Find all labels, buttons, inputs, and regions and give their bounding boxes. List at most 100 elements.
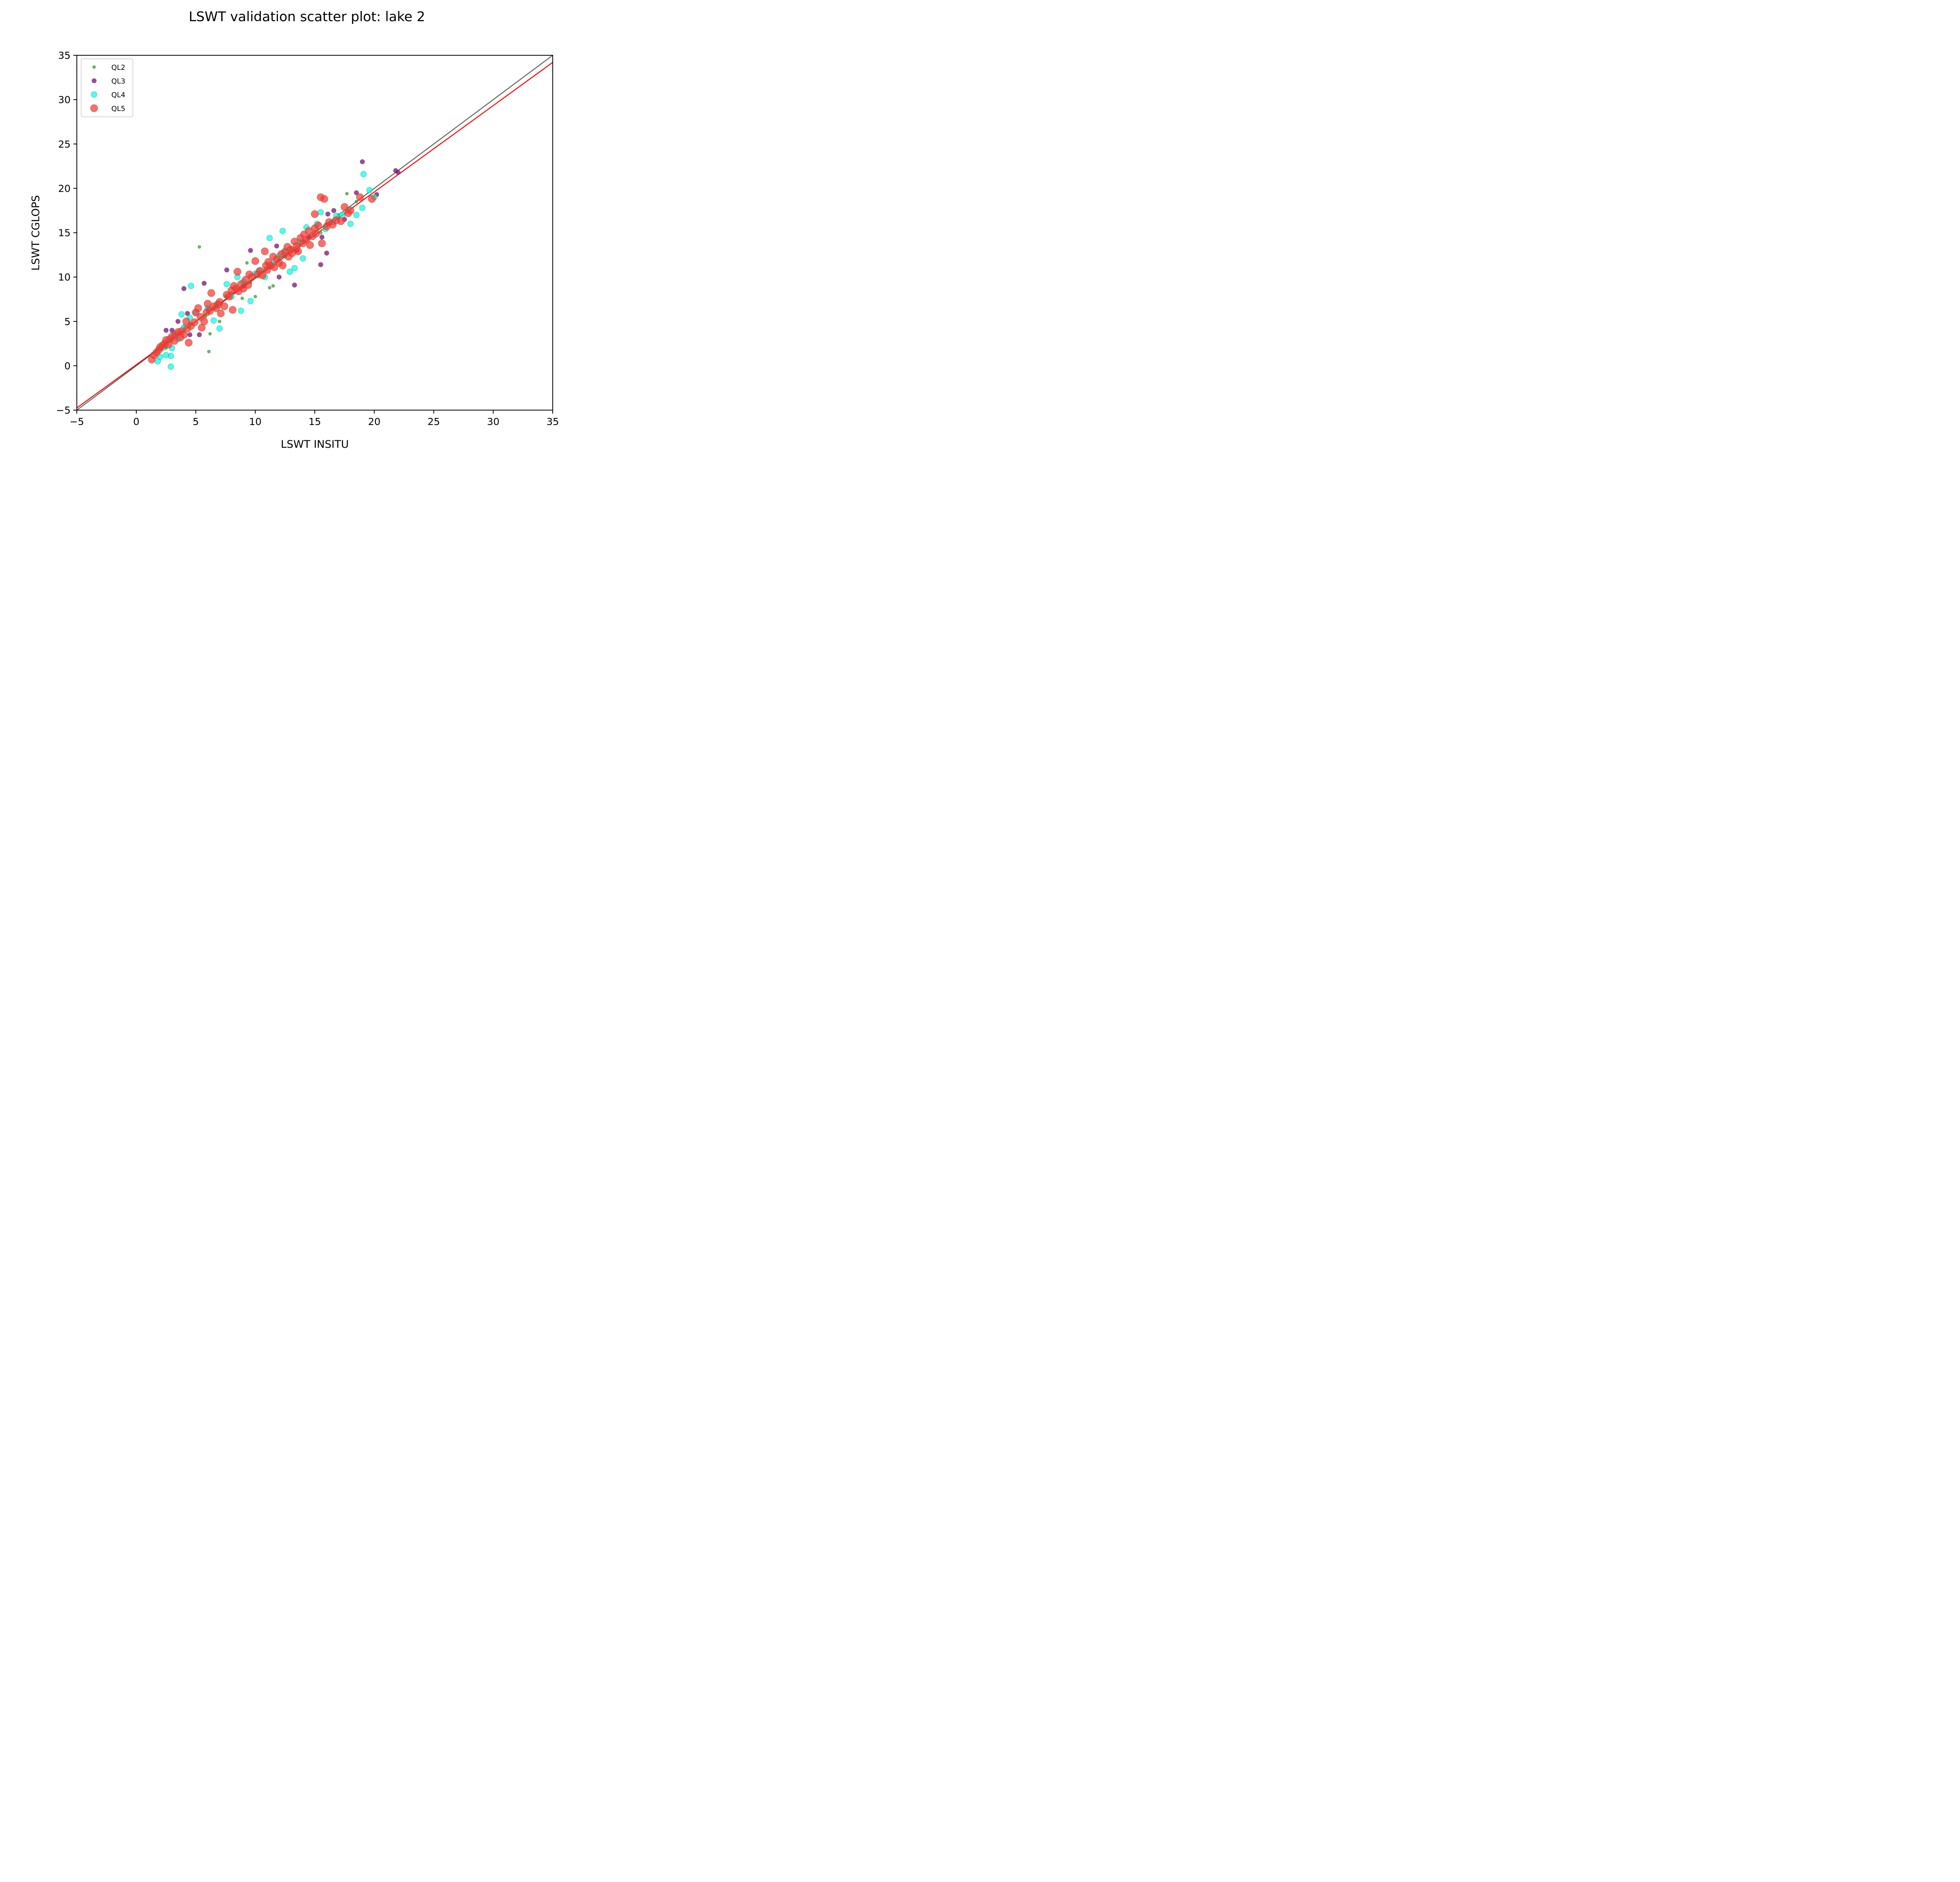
data-point xyxy=(271,284,275,288)
data-point xyxy=(163,352,169,358)
y-tick-label: 25 xyxy=(58,138,71,150)
data-point xyxy=(261,247,269,255)
data-point xyxy=(240,296,244,300)
data-point xyxy=(253,295,257,298)
data-point xyxy=(291,265,298,271)
legend-label: QL4 xyxy=(111,91,125,99)
data-point xyxy=(356,193,364,201)
data-point xyxy=(233,268,241,276)
data-point xyxy=(366,187,373,193)
data-point xyxy=(238,307,244,314)
data-point xyxy=(345,192,349,196)
legend-box xyxy=(81,58,133,117)
data-point xyxy=(287,269,293,275)
data-point xyxy=(185,339,193,347)
data-point xyxy=(360,159,365,164)
legend-label: QL2 xyxy=(111,64,125,72)
y-tick-label: 15 xyxy=(58,227,71,239)
legend-label: QL5 xyxy=(111,105,125,113)
data-point xyxy=(294,247,302,255)
data-point xyxy=(347,220,354,227)
data-point xyxy=(353,212,360,218)
y-tick-label: −5 xyxy=(56,405,71,416)
data-point xyxy=(319,234,325,240)
data-point xyxy=(354,190,359,196)
data-point xyxy=(229,306,237,314)
data-point xyxy=(359,205,366,211)
x-axis-label: LSWT INSITU xyxy=(281,438,348,451)
data-point xyxy=(320,195,328,203)
data-point xyxy=(188,283,194,289)
data-point xyxy=(311,210,319,218)
data-point xyxy=(224,267,229,272)
x-tick-label: 30 xyxy=(487,416,499,427)
data-point xyxy=(266,235,273,241)
data-point xyxy=(220,302,229,311)
y-tick-label: 0 xyxy=(64,360,71,372)
series-ql5 xyxy=(148,193,376,363)
data-point xyxy=(268,286,272,290)
data-point xyxy=(194,304,202,312)
data-point xyxy=(340,203,348,211)
data-point xyxy=(339,212,345,218)
data-point xyxy=(198,245,201,249)
data-point xyxy=(201,281,207,286)
data-point xyxy=(178,311,185,318)
data-point xyxy=(185,311,190,316)
x-tick-label: −5 xyxy=(70,416,84,427)
data-point xyxy=(314,222,323,230)
data-point xyxy=(279,228,286,234)
data-point xyxy=(191,318,199,326)
data-point xyxy=(360,171,367,178)
data-point xyxy=(331,208,336,213)
data-point xyxy=(279,262,287,270)
data-point xyxy=(187,332,192,338)
data-point xyxy=(207,289,215,297)
data-point xyxy=(217,309,225,318)
data-point xyxy=(274,243,279,249)
data-point xyxy=(216,325,223,332)
data-point xyxy=(306,241,314,249)
data-point xyxy=(200,317,208,325)
legend-label: QL3 xyxy=(111,77,125,85)
data-point xyxy=(167,363,174,370)
data-point xyxy=(318,262,323,267)
data-point xyxy=(258,271,267,279)
y-tick-label: 10 xyxy=(58,272,71,283)
data-point xyxy=(197,332,202,338)
data-point xyxy=(292,282,297,288)
data-point xyxy=(223,281,230,287)
chart-title: LSWT validation scatter plot: lake 2 xyxy=(189,9,425,25)
data-point xyxy=(276,274,282,280)
scatter-points xyxy=(148,159,401,370)
data-point xyxy=(337,217,345,225)
x-axis: −5 0 5 10 15 20 25 30 35 xyxy=(70,410,559,427)
y-tick-label: 5 xyxy=(64,316,71,327)
x-tick-label: 5 xyxy=(193,416,199,427)
data-point xyxy=(318,239,326,247)
data-point xyxy=(244,281,252,289)
data-point xyxy=(318,209,324,216)
x-tick-label: 35 xyxy=(546,416,559,427)
legend-marker xyxy=(91,78,97,84)
data-point xyxy=(163,327,169,333)
data-point xyxy=(312,229,320,238)
x-tick-label: 25 xyxy=(428,416,440,427)
data-point xyxy=(248,248,253,253)
data-point xyxy=(354,200,358,203)
x-tick-label: 10 xyxy=(249,416,261,427)
legend-marker xyxy=(90,104,98,112)
x-tick-label: 20 xyxy=(368,416,381,427)
data-point xyxy=(247,298,254,304)
data-point xyxy=(181,286,187,291)
y-axis: −5 0 5 10 15 20 25 30 35 xyxy=(56,50,77,416)
figure: LSWT validation scatter plot: lake 2 −5 0… xyxy=(0,0,607,455)
data-point xyxy=(211,317,217,324)
y-tick-label: 35 xyxy=(58,50,71,61)
y-tick-label: 30 xyxy=(58,94,71,105)
legend-marker xyxy=(92,65,96,69)
data-point xyxy=(208,332,212,336)
data-point xyxy=(180,331,188,339)
data-point xyxy=(324,251,329,256)
x-tick-label: 0 xyxy=(133,416,140,427)
